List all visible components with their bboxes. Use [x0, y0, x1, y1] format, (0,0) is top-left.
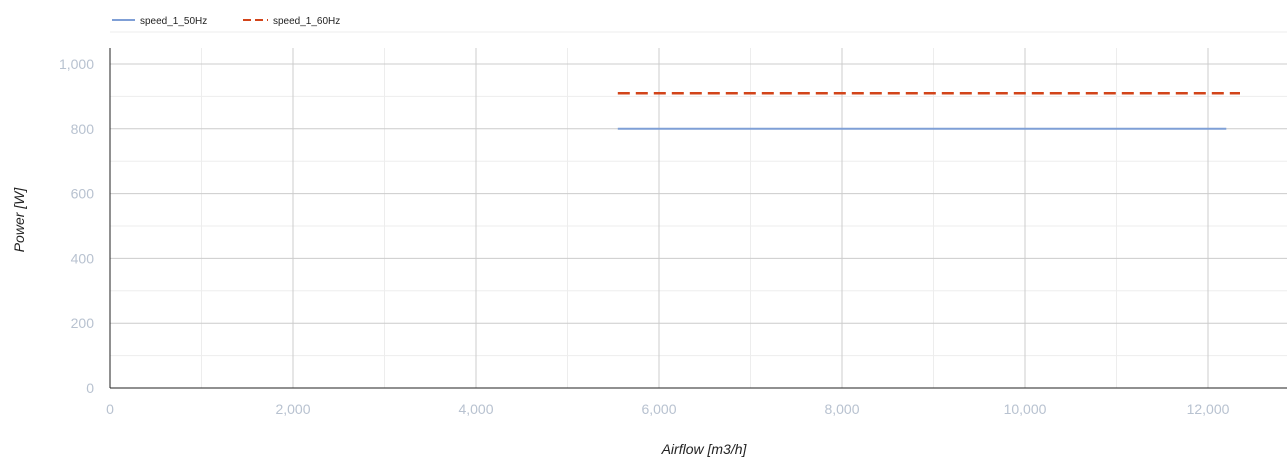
y-tick-label: 200: [71, 315, 95, 331]
grid-major: [110, 48, 1287, 388]
y-axis-title: Power [W]: [11, 187, 27, 253]
x-tick-label: 12,000: [1187, 401, 1230, 417]
x-tick-label: 6,000: [641, 401, 676, 417]
y-tick-label: 400: [71, 250, 95, 266]
y-tick-labels: 0 200 400 600 800 1,000: [59, 56, 94, 396]
legend-label-speed-1-60hz: speed_1_60Hz: [273, 16, 340, 27]
x-tick-label: 4,000: [458, 401, 493, 417]
x-tick-labels: 0 2,000 4,000 6,000 8,000 10,000 12,000: [106, 401, 1230, 417]
x-axis-title: Airflow [m3/h]: [661, 441, 748, 457]
x-tick-label: 0: [106, 401, 114, 417]
x-tick-label: 10,000: [1004, 401, 1047, 417]
legend-item-speed-1-50hz[interactable]: speed_1_50Hz: [112, 16, 207, 27]
legend-item-speed-1-60hz[interactable]: speed_1_60Hz: [243, 16, 340, 27]
series-lines: [617, 91, 1240, 130]
y-tick-label: 1,000: [59, 56, 94, 72]
grid-minor: [110, 48, 1287, 388]
legend-label-speed-1-50hz: speed_1_50Hz: [140, 16, 207, 27]
y-tick-label: 0: [86, 380, 94, 396]
y-tick-label: 600: [71, 186, 95, 202]
x-tick-label: 2,000: [275, 401, 310, 417]
x-tick-label: 8,000: [824, 401, 859, 417]
legend: speed_1_50Hz speed_1_60Hz: [112, 16, 340, 27]
y-tick-label: 800: [71, 121, 95, 137]
